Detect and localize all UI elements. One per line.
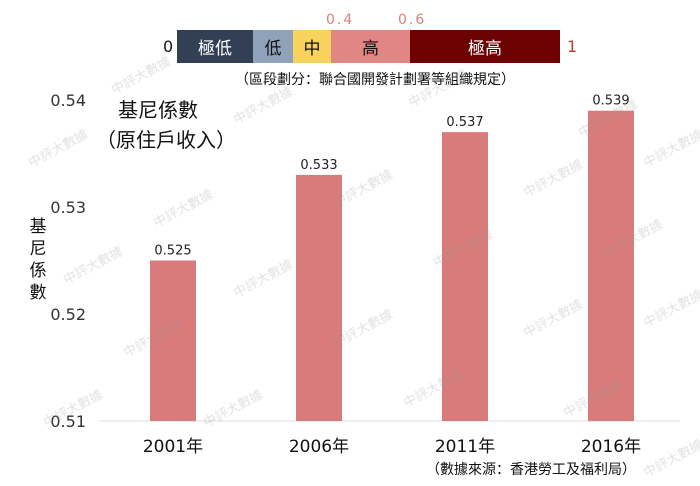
legend-segment-medium: 中 bbox=[293, 30, 331, 63]
y-axis-label: 基尼係數 bbox=[30, 217, 47, 303]
legend-min-label: 0 bbox=[163, 37, 174, 56]
legend-max-label: 1 bbox=[567, 37, 578, 56]
x-tick-label: 2001年 bbox=[143, 437, 203, 457]
legend-segment-high: 高 bbox=[331, 30, 410, 63]
bar bbox=[296, 174, 342, 421]
y-tick-label: 0.54 bbox=[50, 91, 86, 110]
y-tick-label: 0.53 bbox=[50, 198, 86, 217]
data-label: 0.537 bbox=[446, 115, 483, 130]
legend-threshold-0-6: 0.6 bbox=[398, 12, 427, 28]
data-label: 0.525 bbox=[154, 244, 191, 259]
legend-segment-very-low: 極低 bbox=[177, 30, 253, 63]
x-tick-label: 2006年 bbox=[289, 437, 349, 457]
y-tick-label: 0.51 bbox=[50, 412, 86, 431]
legend-segment-very-high: 極高 bbox=[410, 30, 560, 63]
bar bbox=[588, 110, 634, 421]
x-tick-label: 2016年 bbox=[581, 437, 641, 457]
bar bbox=[150, 260, 196, 421]
source-note: （數據來源：香港勞工及福利局） bbox=[426, 462, 636, 478]
y-tick-label: 0.52 bbox=[50, 305, 86, 324]
data-label: 0.539 bbox=[592, 94, 629, 109]
legend-segment-low: 低 bbox=[253, 30, 293, 63]
data-label: 0.533 bbox=[300, 158, 337, 173]
legend-threshold-0-4: 0.4 bbox=[326, 12, 355, 28]
bar bbox=[442, 132, 488, 421]
legend-note: （區段劃分：聯合國開發計劃署等組織規定） bbox=[235, 72, 515, 88]
chart-title: 基尼係數（原住戶收入） bbox=[96, 98, 236, 152]
x-tick-label: 2011年 bbox=[435, 437, 495, 457]
